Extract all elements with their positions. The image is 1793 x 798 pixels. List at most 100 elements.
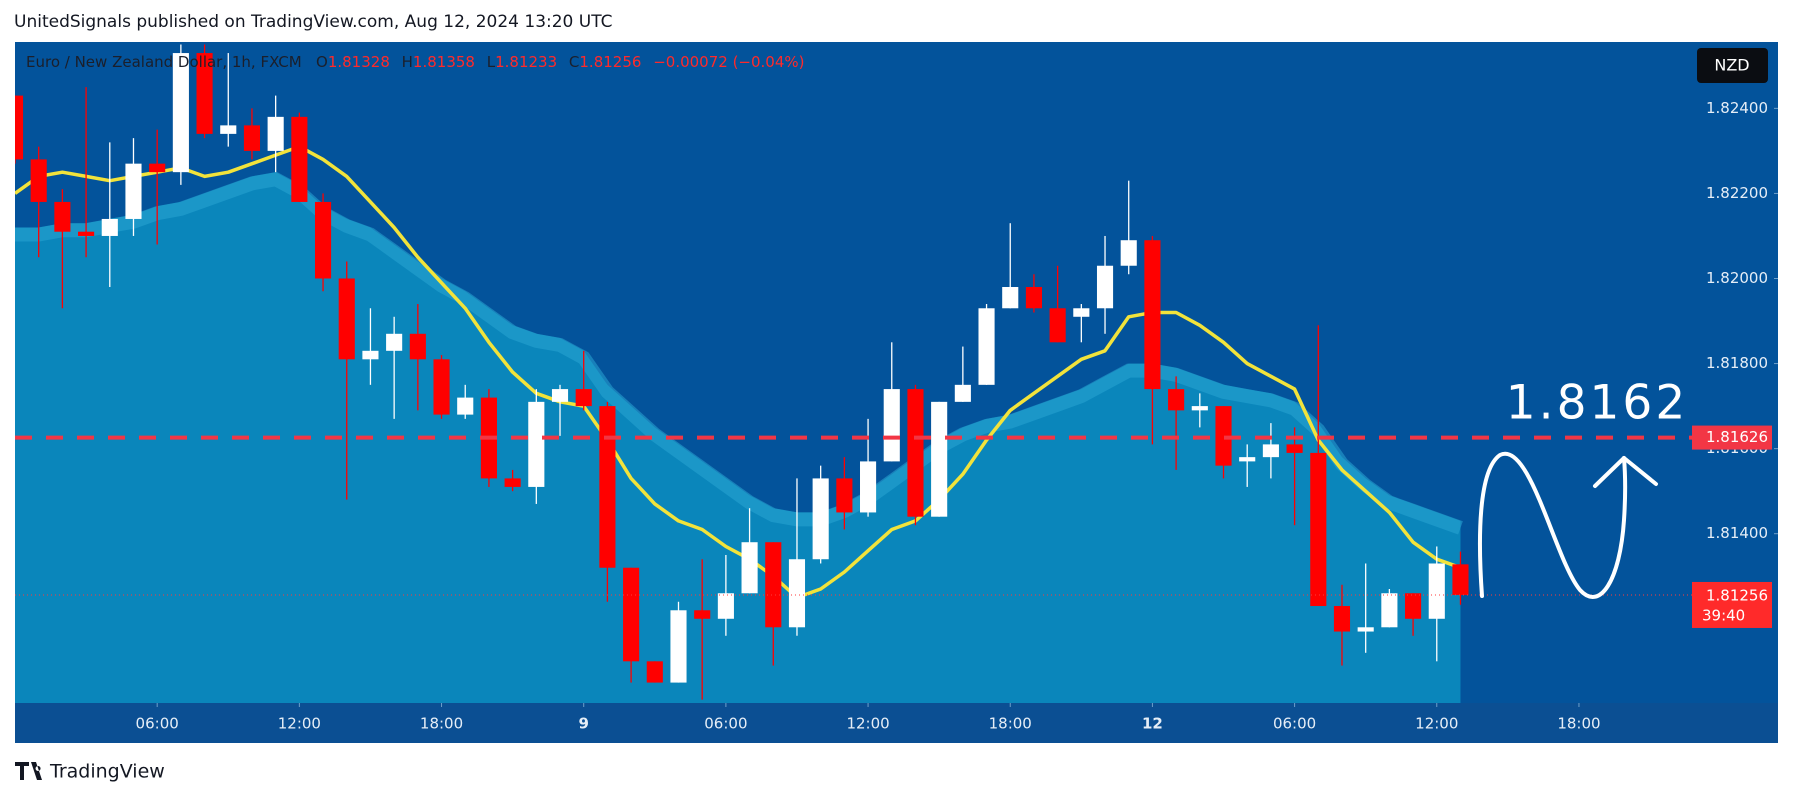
candle-body: [1049, 308, 1066, 343]
candle-body: [172, 53, 189, 173]
candle-body: [599, 406, 616, 568]
candle-body: [1428, 563, 1445, 619]
candle-body: [1452, 564, 1469, 595]
x-tick-label: 18:00: [989, 715, 1032, 733]
hand-drawn-arrowhead: [1593, 456, 1658, 488]
candle-body: [54, 201, 71, 232]
legend-label: C: [568, 53, 580, 71]
candle-body: [551, 389, 569, 402]
legend-value: 1.81233: [495, 53, 558, 71]
x-tick-label: 12: [1142, 715, 1163, 733]
candle-body: [1215, 406, 1232, 466]
candle-body: [1262, 444, 1279, 458]
legend-change: −0.00072 (−0.04%): [653, 53, 805, 71]
candle-body: [1168, 389, 1185, 411]
candle-body: [78, 231, 95, 236]
candle-body: [1096, 265, 1114, 309]
candle-body: [907, 389, 924, 517]
area: [15, 172, 1461, 703]
x-tick-label: 06:00: [1273, 715, 1316, 733]
candle-body: [314, 201, 332, 279]
logo-mark: [15, 762, 42, 780]
candle-body: [623, 567, 640, 662]
candle-body: [954, 384, 971, 402]
candle-body: [1333, 606, 1351, 632]
price-label: 1.81256: [1706, 586, 1768, 604]
y-tick-label: 1.82400: [1706, 99, 1768, 117]
x-tick-label: 18:00: [420, 715, 463, 733]
candle-body: [15, 95, 24, 160]
legend-label: H: [401, 53, 413, 71]
x-tick-label: 12:00: [846, 715, 889, 733]
candle-body: [1073, 308, 1090, 317]
candle-body: [504, 478, 521, 487]
candle-body: [883, 389, 900, 462]
x-tick-label: 12:00: [1415, 715, 1458, 733]
candle-body: [860, 461, 877, 513]
level-label-box: [1692, 425, 1772, 450]
legend-value: 1.81256: [579, 53, 642, 71]
candle-body: [409, 333, 426, 360]
footer-logo: [15, 762, 42, 780]
candle-body: [1144, 240, 1161, 390]
candle-body: [978, 308, 995, 385]
candle-body: [243, 125, 261, 151]
legend-value: 1.81328: [327, 53, 390, 71]
candle-body: [196, 53, 213, 134]
candle-body: [220, 125, 237, 134]
candle-body: [1405, 593, 1422, 619]
candle-body: [362, 350, 379, 360]
candle-body: [646, 661, 663, 683]
candle-body: [338, 278, 355, 360]
currency-button: [1697, 48, 1768, 83]
candle-body: [670, 610, 687, 683]
plot: [15, 44, 1469, 703]
candle-body: [741, 542, 758, 594]
candle-body: [694, 610, 711, 619]
legend-label: O: [316, 53, 328, 71]
time-axis: [15, 703, 1778, 743]
candle-body: [386, 333, 403, 351]
candle-body: [931, 401, 948, 517]
y-tick-label: 1.81400: [1706, 524, 1768, 542]
x-tick-label: 06:00: [136, 715, 179, 733]
x-tick-label: 06:00: [704, 715, 747, 733]
candle-body: [528, 401, 545, 487]
candle-body: [575, 389, 592, 407]
candle-body: [836, 478, 853, 513]
annotation: 1.8162: [1506, 376, 1688, 431]
y-tick-label: 1.82000: [1706, 269, 1768, 287]
candle-body: [149, 163, 166, 173]
candle-body: [433, 359, 450, 415]
currency-label: NZD: [1714, 56, 1749, 75]
hand-drawn-wave: [1477, 451, 1628, 599]
footer-brand: TradingView: [49, 761, 165, 783]
countdown: 39:40: [1702, 606, 1745, 624]
candle-body: [125, 163, 142, 219]
candle-body: [267, 116, 284, 151]
y-tick-label: 1.81800: [1706, 354, 1768, 372]
y-tick-label: 1.82200: [1706, 184, 1768, 202]
candle-body: [30, 159, 47, 202]
candle-body: [788, 559, 806, 628]
ema-line: [15, 144, 1462, 600]
legend-title: Euro / New Zealand Dollar, 1h, FXCM: [26, 53, 302, 71]
candle-body: [457, 397, 474, 415]
price-label-box: [1692, 581, 1772, 628]
candle-body: [717, 593, 734, 619]
header-text: UnitedSignals published on TradingView.c…: [14, 12, 612, 32]
candle-body: [1357, 627, 1374, 632]
area-edge: [15, 171, 1463, 535]
candle-body: [812, 478, 829, 560]
candle-body: [1286, 444, 1303, 453]
legend: Euro / New Zealand Dollar, 1h, FXCM O1.8…: [26, 53, 812, 71]
candle-body: [291, 116, 308, 202]
legend-label: L: [486, 53, 496, 71]
legend-value: 1.81358: [412, 53, 475, 71]
x-tick-label: 12:00: [278, 715, 321, 733]
x-tick-label: 18:00: [1557, 715, 1600, 733]
candle-body: [1120, 240, 1137, 266]
candle-body: [1191, 406, 1208, 411]
